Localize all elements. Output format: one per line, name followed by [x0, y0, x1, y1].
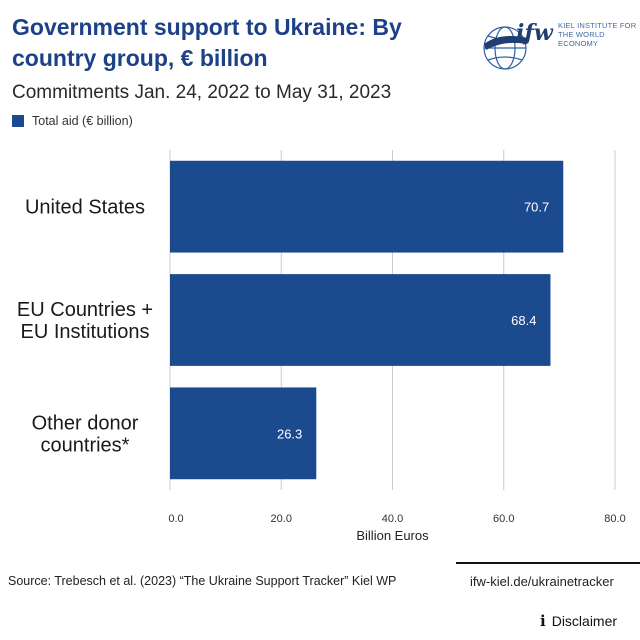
logo-mark: ifw: [516, 20, 553, 46]
info-icon: i: [540, 612, 546, 630]
tick-label: 80.0: [604, 513, 625, 525]
disclaimer-button[interactable]: i Disclaimer: [540, 612, 617, 630]
data-label: 70.7: [524, 200, 549, 215]
data-label: 26.3: [277, 426, 302, 441]
category-label: EU Countries + EU Institutions: [17, 299, 153, 343]
category-label: Other donor countries*: [32, 412, 139, 456]
tick-label: 40.0: [382, 513, 403, 525]
footer-divider: [456, 562, 640, 564]
tick-label: 20.0: [271, 513, 292, 525]
chart-title: Government support to Ukraine: By countr…: [12, 14, 402, 71]
category-label: United States: [25, 197, 145, 219]
logo-name-line2: THE WORLD ECONOMY: [558, 30, 605, 48]
legend: Total aid (€ billion): [12, 114, 133, 128]
bar-chart: 70.7 United States 68.4 EU Countries + EU In…: [17, 150, 626, 543]
bar: [170, 387, 317, 480]
bar: [170, 160, 564, 253]
data-label: 68.4: [511, 313, 536, 328]
legend-label: Total aid (€ billion): [32, 114, 133, 128]
logo-name-line1: KIEL INSTITUTE FOR: [558, 21, 637, 30]
source-note: Source: Trebesch et al. (2023) “The Ukra…: [8, 574, 397, 588]
chart-subtitle: Commitments Jan. 24, 2022 to May 31, 202…: [12, 82, 392, 103]
tick-label: 0.0: [168, 513, 183, 525]
bar: [170, 274, 551, 366]
globe-icon: [483, 26, 528, 70]
x-axis-title: Billion Euros: [356, 528, 429, 543]
legend-swatch: [12, 115, 24, 127]
site-link[interactable]: ifw-kiel.de/ukrainetracker: [470, 574, 614, 589]
logo-name: KIEL INSTITUTE FOR THE WORLD ECONOMY: [558, 21, 640, 48]
tick-label: 60.0: [493, 513, 514, 525]
disclaimer-label: Disclaimer: [551, 613, 618, 629]
